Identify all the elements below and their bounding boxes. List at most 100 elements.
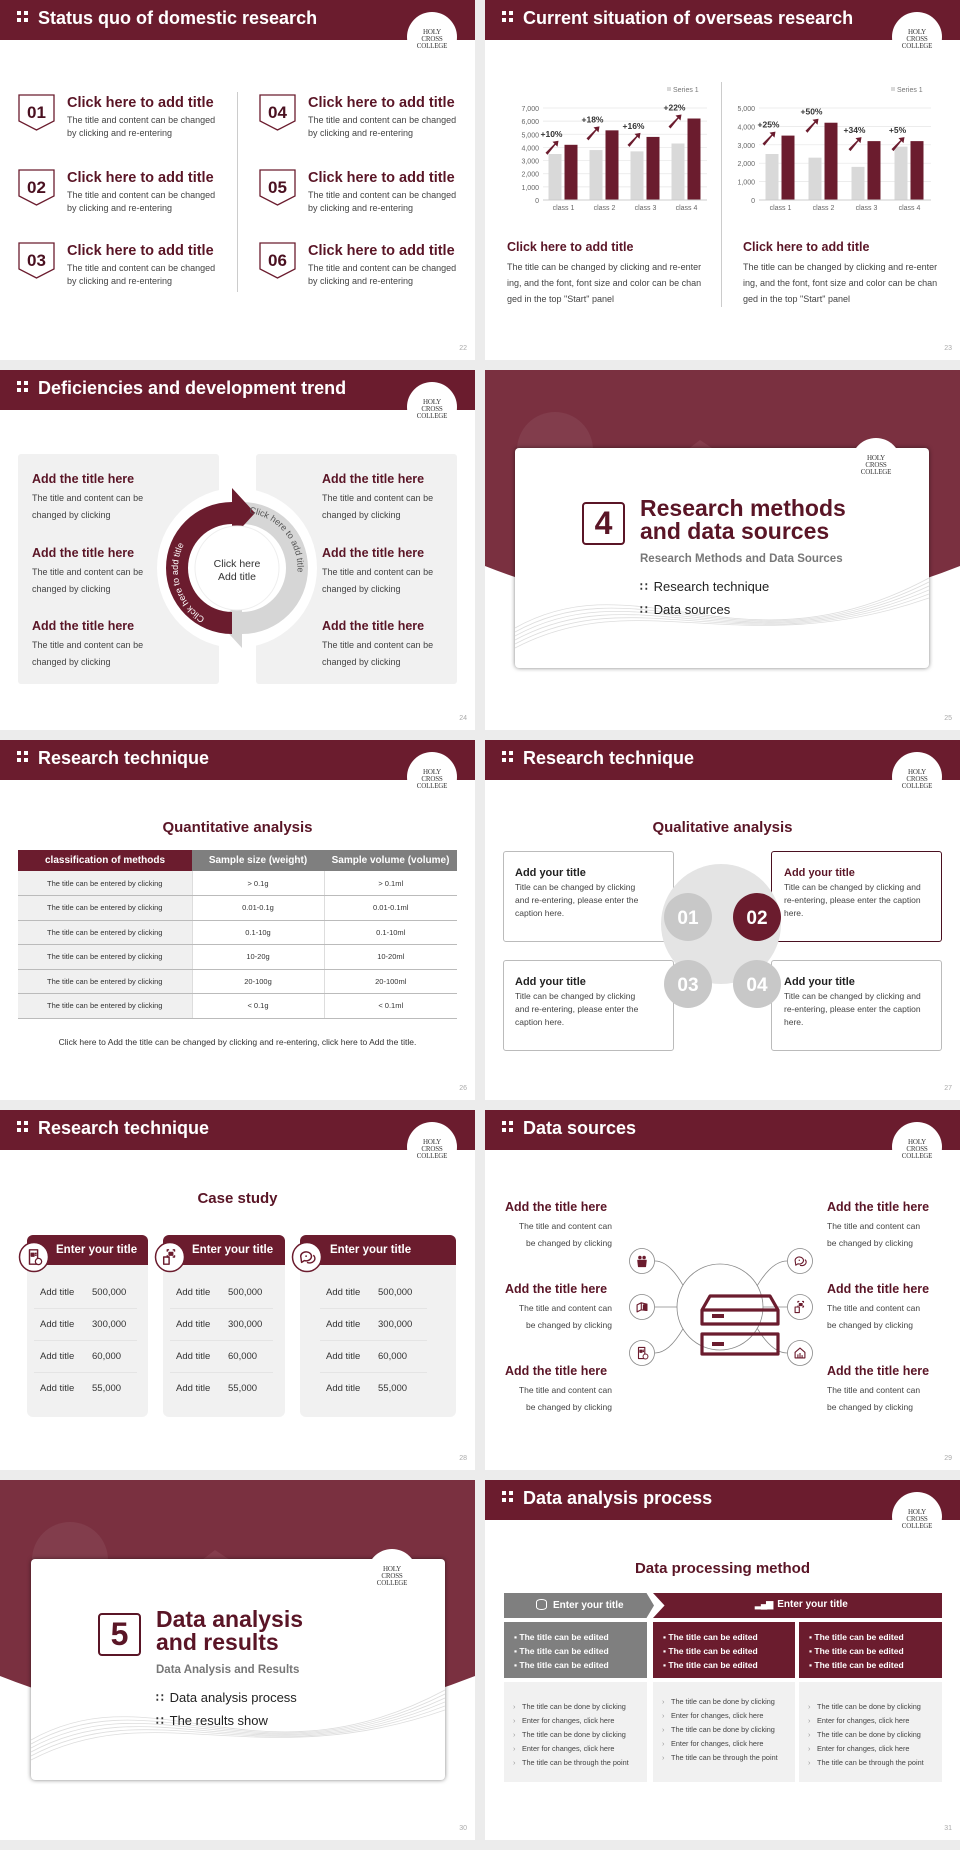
slide-header: Research technique [485,740,960,780]
grid-dots-icon: ∷ [640,580,648,594]
item-title[interactable]: Click here to add title [67,170,214,186]
table-cell[interactable]: 10-20ml [323,944,457,970]
slide-27[interactable]: Research technique HOLY CROSS COLLEGE 27 Qu… [485,740,960,1100]
item-title[interactable]: Add the title here [505,1282,608,1296]
slide-23[interactable]: Current situation of overseas research HO… [485,0,960,360]
item-text: The title and content can [827,1221,921,1231]
college-logo: HOLY CROSS COLLEGE [892,12,942,62]
table-cell[interactable]: 20-100g [191,969,324,994]
table-cell[interactable]: The title can be entered by clicking [18,969,192,994]
case-card[interactable]: Enter your title Add title 500,000 Add titl… [27,1235,148,1417]
grid-dots-icon: ∷ [640,603,648,617]
wave-pattern [515,577,929,649]
step-header-left[interactable]: Enter your title [504,1593,654,1618]
wave-line [31,1693,445,1745]
slide-29[interactable]: Data sources HOLY CROSS COLLEGE 29 Add the … [485,1110,960,1470]
table-cell[interactable]: 10-20g [191,944,324,970]
item-title[interactable]: Add the title here [827,1364,930,1378]
growth-arrow-icon [805,118,819,133]
row-label: Add title [326,1383,361,1394]
box-text: Title can be changed by clicking and re-… [515,882,639,918]
slide-31[interactable]: Data analysis process HOLY CROSS COLLEGE 3… [485,1480,960,1840]
item-title[interactable]: Add the title here [322,619,425,633]
table-cell[interactable]: The title can be entered by clicking [18,895,192,921]
section-number: 5 [98,1613,141,1656]
item-title[interactable]: Click here to add title [308,95,455,111]
icon-stroke [637,1259,647,1268]
table-cell[interactable]: The title can be entered by clicking [18,920,192,945]
table-cell[interactable]: 0.1-10ml [323,920,457,945]
section-bullet[interactable]: ∷ The results show [156,1713,268,1728]
item-title[interactable]: Click here to add title [67,243,214,259]
bar-gray [671,143,685,200]
dot [502,1491,506,1495]
slide-22[interactable]: Status quo of domestic research HOLY CROS… [0,0,475,360]
table-cell[interactable]: < 0.1ml [323,993,457,1019]
item-title[interactable]: Click here to add title [67,95,214,111]
column-bottom[interactable]: › The title can be done by clicking › Enter… [799,1682,942,1782]
table-cell[interactable]: > 0.1g [191,871,324,896]
head [638,1255,642,1260]
number-badge: 04 [259,94,296,131]
table-cell[interactable]: The title can be entered by clicking [18,944,192,970]
table-cell[interactable]: 20-100ml [323,969,457,994]
phone-contact-icon [637,1346,649,1360]
item-title[interactable]: Add the title here [827,1282,930,1296]
item-title[interactable]: Add the title here [322,546,425,560]
card-row: Add title 55,000 [320,1383,427,1405]
table-cell[interactable]: > 0.1ml [323,871,457,896]
info-box[interactable]: Add your title Title can be changed by cl… [771,851,942,942]
chevron-bullet-icon: › [808,1716,811,1725]
table-cell[interactable]: The title can be entered by clicking [18,871,192,896]
legend: Series 1 [667,87,699,94]
bar-gray [589,150,603,200]
table-cell[interactable]: The title can be entered by clicking [18,993,192,1019]
college-logo: HOLY CROSS COLLEGE [407,1122,457,1172]
table-cell[interactable]: 0.01-0.1ml [323,895,457,921]
section-bullet[interactable]: ∷ Data analysis process [156,1690,297,1705]
item-title[interactable]: Click here to add title [308,170,455,186]
column-top[interactable]: ▪ The title can be edited ▪ The title can… [799,1622,942,1678]
section-bullet[interactable]: ∷ Data sources [640,602,730,617]
slide-26[interactable]: Research technique HOLY CROSS COLLEGE 26 Qu… [0,740,475,1100]
slide-28[interactable]: Research technique HOLY CROSS COLLEGE 28 Ca… [0,1110,475,1470]
panel-title[interactable]: Click here to add title [743,240,870,254]
item-title[interactable]: Add the title here [32,619,135,633]
methods-table: classification of methods Sample size (we… [18,850,457,1019]
case-card[interactable]: Enter your title Add title 500,000 Add titl… [300,1235,456,1417]
table-cell[interactable]: 0.1-10g [191,920,324,945]
card-icon-circle [18,1241,50,1273]
slide-25[interactable]: HOLY CROSS COLLEGE 4 Research methods and d… [485,370,960,730]
info-box[interactable]: Add your title Title can be changed by cl… [503,851,674,942]
row-value: 60,000 [92,1351,122,1362]
item-title[interactable]: Add the title here [32,472,135,486]
section-bullet[interactable]: ∷ Research technique [640,579,769,594]
item-title[interactable]: Add the title here [32,546,135,560]
item-text: The title and content can be changed by … [322,493,434,520]
info-box[interactable]: Add your title Title can be changed by cl… [503,960,674,1051]
table-row: The title can be entered by clicking < 0.… [18,993,457,1019]
item-title[interactable]: Add the title here [505,1364,608,1378]
item-title[interactable]: Add the title here [322,472,425,486]
column-top[interactable]: ▪ The title can be edited ▪ The title can… [653,1622,795,1678]
item-title[interactable]: Add the title here [505,1200,608,1214]
slide-30[interactable]: HOLY CROSS COLLEGE 5 Data analysis and resu… [0,1480,475,1840]
dot [24,11,28,15]
column-bottom[interactable]: › The title can be done by clicking › Enter… [504,1682,647,1782]
case-card[interactable]: Enter your title Add title 500,000 Add titl… [163,1235,285,1417]
box-text: Title can be changed by clicking and re-… [784,882,921,918]
table-cell[interactable]: 0.01-0.1g [191,895,324,921]
panel-title[interactable]: Click here to add title [507,240,634,254]
slide-24[interactable]: Deficiencies and development trend HOLY C… [0,370,475,730]
square-bullet-icon: ▪ [514,1632,520,1642]
info-box[interactable]: Add your title Title can be changed by cl… [771,960,942,1051]
bar-gray [765,154,779,200]
bottom-bullet: › The title can be done by clicking [513,1728,644,1742]
column-bottom[interactable]: › The title can be done by clicking › Enter… [653,1682,795,1782]
growth-arrow-icon [891,137,905,152]
table-cell[interactable]: < 0.1g [191,993,324,1019]
item-title[interactable]: Add the title here [827,1200,930,1214]
step-header-right[interactable]: ▂▄▆ Enter your title [653,1593,942,1618]
item-title[interactable]: Click here to add title [308,243,455,259]
column-top[interactable]: ▪ The title can be edited ▪ The title can… [504,1622,647,1678]
